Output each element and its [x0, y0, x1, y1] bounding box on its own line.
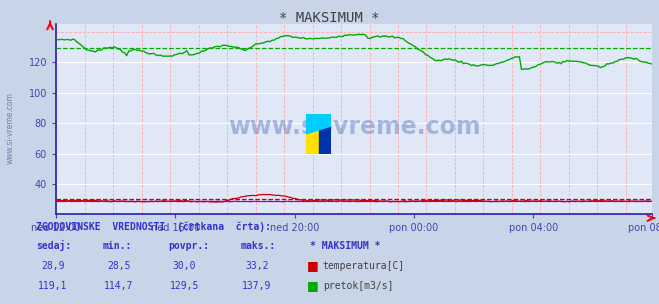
Text: temperatura[C]: temperatura[C] — [323, 261, 405, 271]
Polygon shape — [306, 114, 331, 134]
Text: ■: ■ — [306, 279, 318, 292]
Text: 28,5: 28,5 — [107, 261, 130, 271]
Text: 33,2: 33,2 — [245, 261, 269, 271]
Text: 114,7: 114,7 — [104, 281, 133, 291]
Text: maks.:: maks.: — [241, 241, 275, 251]
Text: 30,0: 30,0 — [173, 261, 196, 271]
Text: * MAKSIMUM *: * MAKSIMUM * — [310, 241, 380, 251]
Bar — [306, 114, 319, 154]
Text: 119,1: 119,1 — [38, 281, 67, 291]
Text: ZGODOVINSKE  VREDNOSTI  (črtkana  črta):: ZGODOVINSKE VREDNOSTI (črtkana črta): — [36, 221, 272, 232]
Text: min.:: min.: — [102, 241, 132, 251]
Bar — [319, 114, 331, 154]
Text: 137,9: 137,9 — [243, 281, 272, 291]
Text: 129,5: 129,5 — [170, 281, 199, 291]
Text: povpr.:: povpr.: — [168, 241, 209, 251]
Text: www.si-vreme.com: www.si-vreme.com — [5, 92, 14, 164]
Text: * MAKSIMUM *: * MAKSIMUM * — [279, 11, 380, 25]
Text: ■: ■ — [306, 259, 318, 272]
Text: pretok[m3/s]: pretok[m3/s] — [323, 281, 393, 291]
Text: 28,9: 28,9 — [41, 261, 65, 271]
Text: sedaj:: sedaj: — [36, 240, 71, 251]
Text: www.si-vreme.com: www.si-vreme.com — [228, 115, 480, 139]
